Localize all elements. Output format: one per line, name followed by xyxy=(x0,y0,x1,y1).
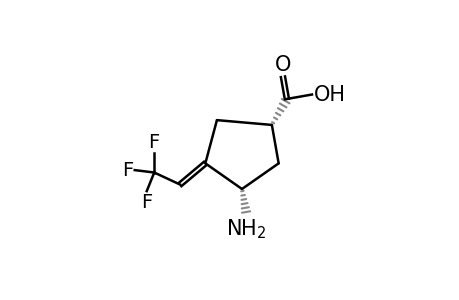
Text: NH$_2$: NH$_2$ xyxy=(226,218,266,241)
Text: F: F xyxy=(141,193,152,211)
Text: OH: OH xyxy=(313,85,345,104)
Text: F: F xyxy=(148,133,160,152)
Text: O: O xyxy=(274,55,291,75)
Text: F: F xyxy=(122,160,133,180)
